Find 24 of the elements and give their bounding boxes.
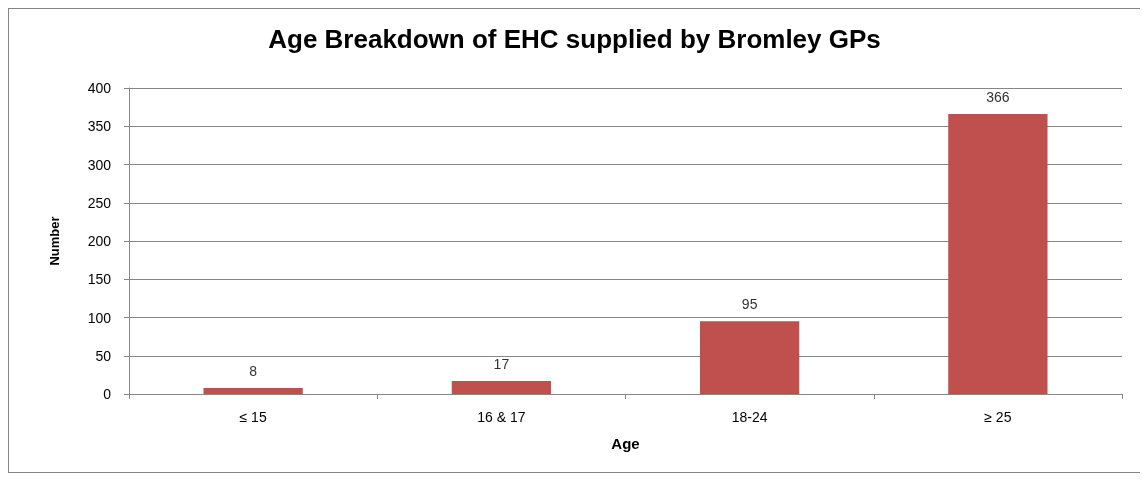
y-tick-label: 250 [87,194,112,211]
y-axis-title: Number [47,216,62,266]
bar [948,114,1048,394]
y-tick-label: 350 [87,118,112,135]
chart-title: Age Breakdown of EHC supplied by Bromley GPs [268,24,881,54]
y-tick-label: 400 [87,80,112,96]
bar [451,381,552,394]
y-tick-label: 50 [95,347,112,364]
bar [203,387,303,394]
y-tick-label: 0 [103,386,112,402]
y-tick-label: 300 [87,156,112,173]
x-tick-label: ≤ 15 [239,409,267,425]
y-tick-label: 150 [87,271,112,288]
data-label: 95 [741,296,758,313]
y-tick-label: 200 [87,233,112,249]
x-tick-label: ≥ 25 [984,409,1012,425]
data-label: 366 [986,89,1010,106]
x-tick-label: 18-24 [731,409,768,425]
data-label: 8 [249,362,258,379]
x-axis-title: Age [611,435,640,452]
bar [699,321,800,394]
x-tick-label: 16 & 17 [477,409,526,425]
y-tick-label: 100 [87,309,112,326]
data-label: 17 [493,355,510,372]
